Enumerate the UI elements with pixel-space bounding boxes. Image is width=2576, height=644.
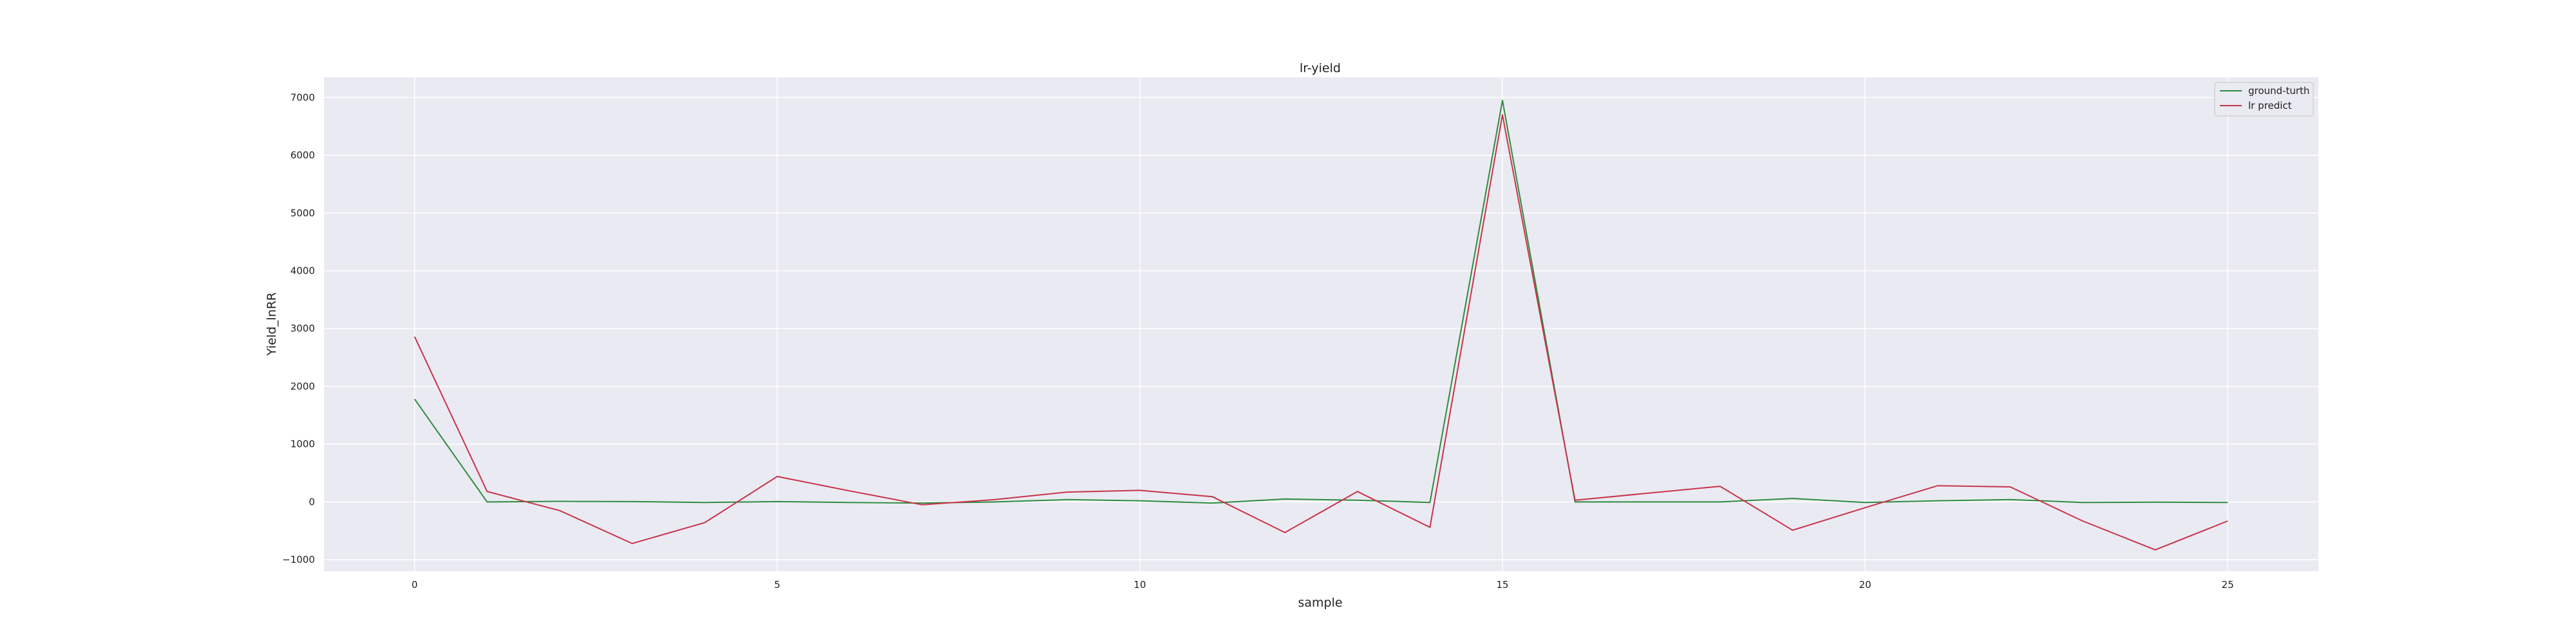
y-tick-label: 6000 xyxy=(290,149,315,161)
y-tick-label: 1000 xyxy=(290,439,315,450)
y-tick-label: −1000 xyxy=(282,554,315,565)
y-tick-label: 0 xyxy=(308,496,315,507)
x-tick-label: 5 xyxy=(774,579,781,591)
y-tick-label: 4000 xyxy=(290,265,315,277)
y-tick-label: 5000 xyxy=(290,207,315,219)
legend: ground-turth lr predict xyxy=(2214,82,2314,117)
series-line-lr-predict xyxy=(413,114,2228,551)
x-tick-labels: 0 5 10 15 20 25 xyxy=(412,579,2234,591)
x-tick-label: 25 xyxy=(2222,579,2234,591)
x-tick-label: 15 xyxy=(1496,579,1508,591)
x-tick-label: 10 xyxy=(1133,579,1146,591)
legend-label-ground-turth: ground-turth xyxy=(2248,85,2309,97)
x-tick-label: 0 xyxy=(412,579,418,591)
y-tick-label: 7000 xyxy=(290,91,315,103)
x-tick-label: 20 xyxy=(1859,579,1871,591)
series-line-ground-turth xyxy=(413,99,2228,504)
y-tick-label: 3000 xyxy=(290,323,315,334)
x-axis-label: sample xyxy=(1298,596,1342,610)
series-layer xyxy=(413,99,2228,551)
y-tick-label: 2000 xyxy=(290,381,315,392)
y-axis-label: Yield_lnRR xyxy=(265,292,279,356)
legend-label-lr-predict: lr predict xyxy=(2248,100,2292,111)
chart-title: lr-yield xyxy=(1300,61,1341,75)
y-tick-labels: −1000 0 1000 2000 3000 4000 5000 6000 7000 xyxy=(282,91,315,565)
plot-area xyxy=(324,77,2318,571)
grid xyxy=(324,77,2318,571)
